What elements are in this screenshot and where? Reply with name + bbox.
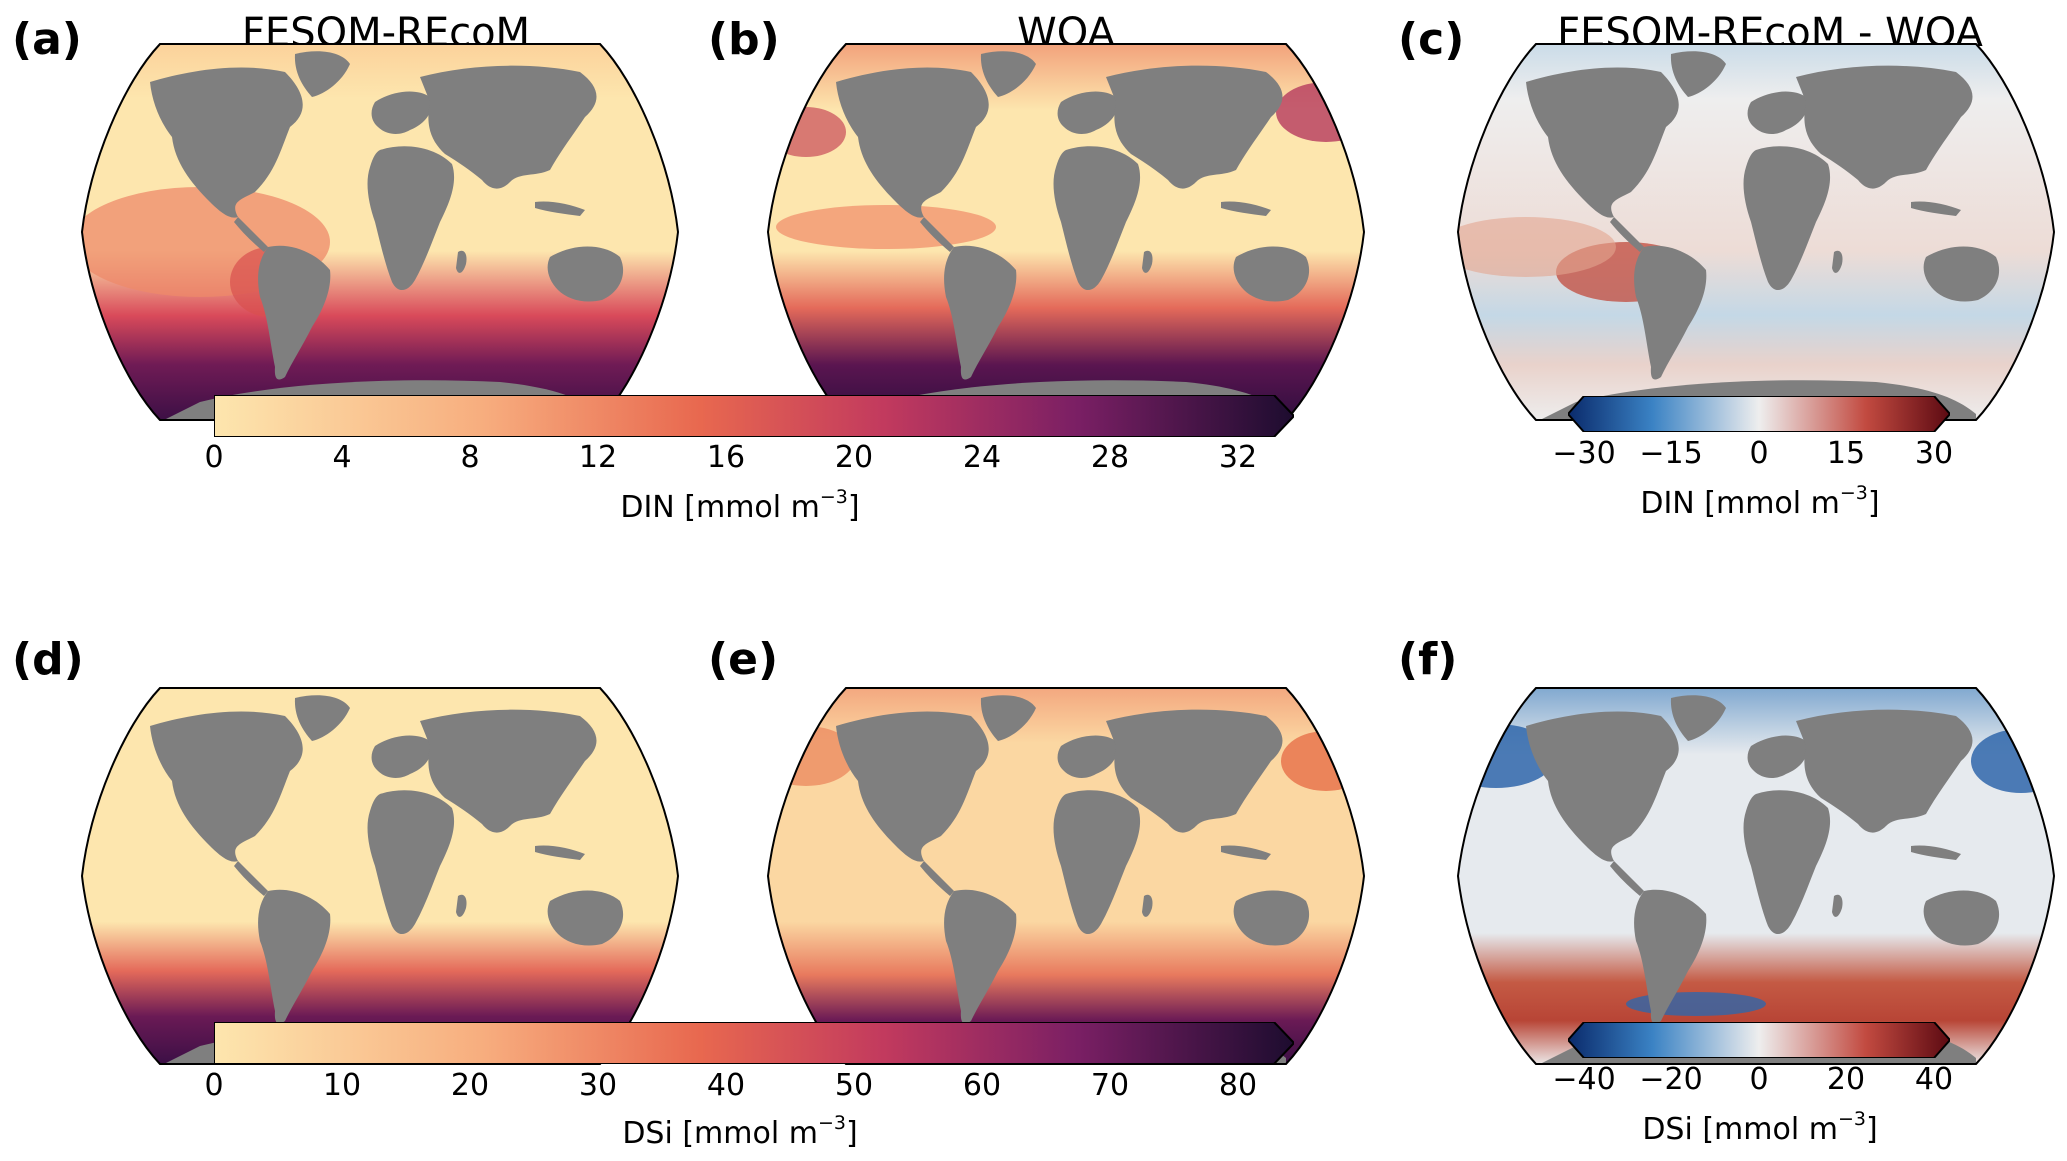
colorbar-dsi <box>214 1022 1294 1064</box>
tick-label: 60 <box>962 1068 1002 1103</box>
tick-label: 28 <box>1090 440 1130 475</box>
tick-label: 15 <box>1826 436 1866 471</box>
colorbar-dsi-diff-label: DSi [mmol m−3] <box>1642 1108 1878 1147</box>
tick-label: −20 <box>1639 1062 1703 1097</box>
colorbar-dsi-label: DSi [mmol m−3] <box>622 1112 858 1151</box>
tick-label: 4 <box>332 440 352 475</box>
tick-label: 0 <box>204 1068 224 1103</box>
colorbar-din-ticks: 0 4 8 12 16 20 24 28 32 <box>204 440 1274 480</box>
panel-letter-d: (d) <box>12 634 84 685</box>
colorbar-din-diff <box>1568 396 1950 432</box>
tick-label: 0 <box>1749 1062 1769 1097</box>
tick-label: −15 <box>1639 436 1703 471</box>
tick-label: 8 <box>460 440 480 475</box>
tick-label: 30 <box>578 1068 618 1103</box>
map-din-difference <box>1456 43 2056 421</box>
colorbar-dsi-diff <box>1568 1022 1950 1058</box>
tick-label: 20 <box>450 1068 490 1103</box>
panel-letter-c: (c) <box>1398 14 1465 65</box>
colorbar-din <box>214 395 1294 437</box>
tick-label: 30 <box>1914 436 1954 471</box>
map-dsi-difference <box>1456 687 2056 1065</box>
colorbar-dsi-ticks: 0 10 20 30 40 50 60 70 80 <box>204 1068 1274 1108</box>
tick-label: 40 <box>706 1068 746 1103</box>
tick-label: 40 <box>1914 1062 1954 1097</box>
map-din-woa <box>766 43 1366 421</box>
panel-letter-b: (b) <box>708 14 780 65</box>
tick-label: 10 <box>322 1068 362 1103</box>
map-dsi-model <box>80 687 680 1065</box>
tick-label: 12 <box>578 440 618 475</box>
colorbar-din-diff-ticks: −30 −15 0 15 30 <box>1552 436 1953 476</box>
map-din-model <box>80 43 680 421</box>
tick-label: −30 <box>1552 436 1616 471</box>
colorbar-dsi-diff-ticks: −40 −20 0 20 40 <box>1552 1062 1953 1102</box>
tick-label: 20 <box>1826 1062 1866 1097</box>
panel-letter-a: (a) <box>12 14 82 65</box>
tick-label: 0 <box>204 440 224 475</box>
tick-label: 70 <box>1090 1068 1130 1103</box>
tick-label: 0 <box>1749 436 1769 471</box>
tick-label: −40 <box>1552 1062 1616 1097</box>
tick-label: 80 <box>1218 1068 1258 1103</box>
panel-letter-e: (e) <box>708 634 779 685</box>
tick-label: 50 <box>834 1068 874 1103</box>
tick-label: 32 <box>1218 440 1258 475</box>
tick-label: 16 <box>706 440 746 475</box>
panel-letter-f: (f) <box>1398 634 1458 685</box>
colorbar-din-label: DIN [mmol m−3] <box>620 486 860 525</box>
tick-label: 24 <box>962 440 1002 475</box>
colorbar-din-diff-label: DIN [mmol m−3] <box>1640 482 1880 521</box>
map-dsi-woa <box>766 687 1366 1065</box>
tick-label: 20 <box>834 440 874 475</box>
